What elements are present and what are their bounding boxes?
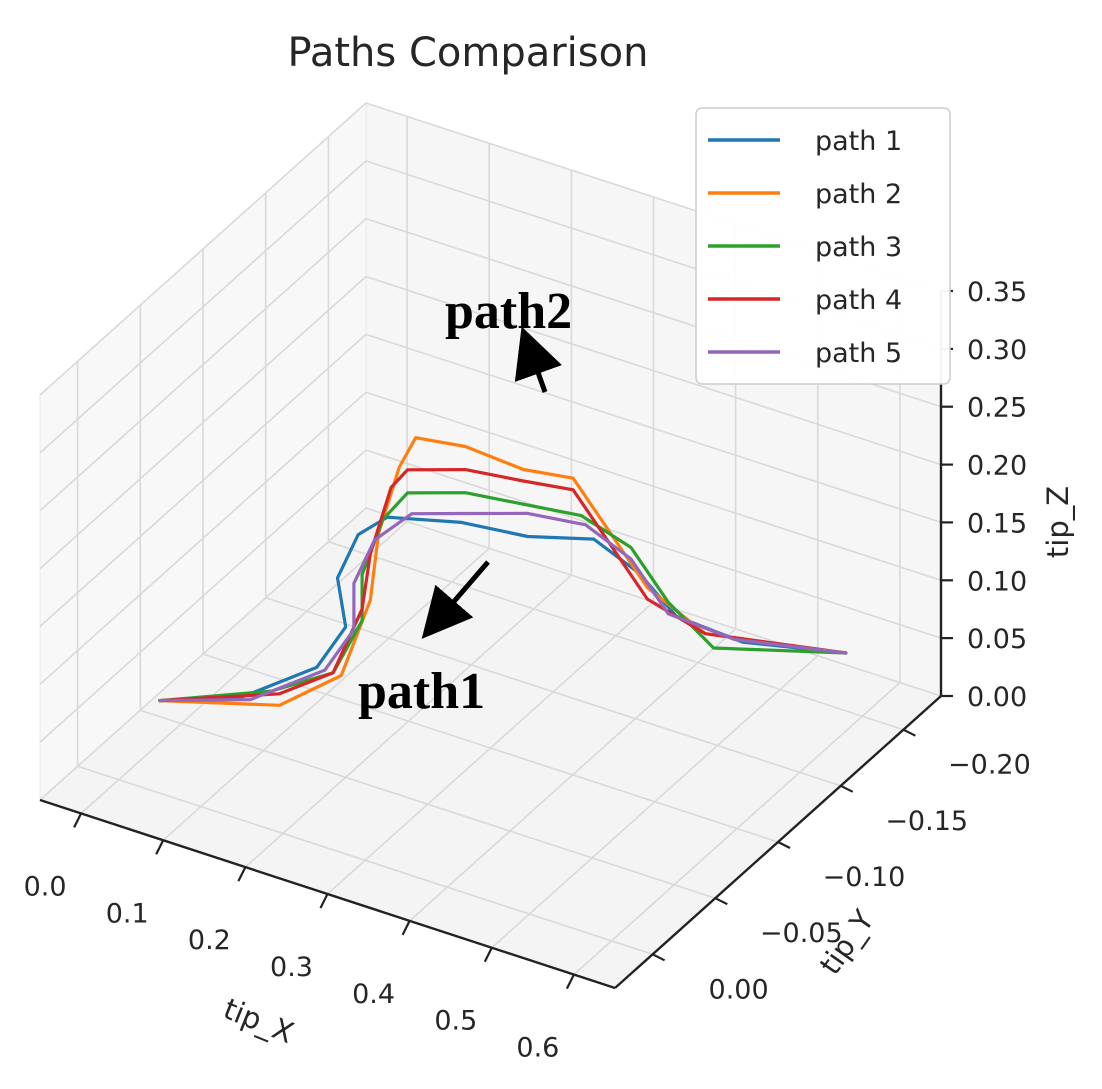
legend-label: path 4 <box>815 285 902 316</box>
grid-line-y-floor <box>140 709 716 899</box>
legend: path 1 path 2 path 3 path 4 path 5 <box>695 107 951 385</box>
tick-labels: 0.0 0.1 0.2 0.3 0.4 0.5 0.6 0.00 −0.05 −0.10 −0.15… <box>24 277 1031 1064</box>
legend-label: path 5 <box>815 338 902 369</box>
series-path-2-line <box>158 436 848 707</box>
chart-title: Paths Comparison <box>288 30 649 76</box>
grid-line-z-left <box>39 449 367 743</box>
series-path-4-line <box>158 468 848 703</box>
grid-line-z-back <box>365 333 942 524</box>
z-tick-label: 0.05 <box>967 624 1027 655</box>
z-axis-label: tip_Z <box>1041 486 1075 558</box>
x-tick-label: 0.6 <box>516 1033 559 1064</box>
z-tick-label: 0.35 <box>967 277 1027 308</box>
x-tick-label: 0.4 <box>352 979 395 1010</box>
x-tick-mark <box>565 974 575 990</box>
x-tick-label: 0.5 <box>434 1006 477 1037</box>
grid-line-z-left <box>39 333 367 627</box>
x-tick-mark <box>319 893 329 909</box>
grid-line-z-left <box>39 102 367 396</box>
z-tick-label: 0.15 <box>967 508 1027 539</box>
z-tick-label: 0.20 <box>967 451 1027 482</box>
y-tick-label: −0.10 <box>823 862 906 893</box>
y-tick-mark <box>840 784 854 793</box>
x-tick-label: 0.2 <box>188 925 231 956</box>
x-tick-label: 0.3 <box>270 952 313 983</box>
annotation-arrow-path2 <box>514 326 562 393</box>
series-path-5-line <box>158 511 848 703</box>
grid-line-y-floor <box>328 540 904 731</box>
x-tick-mark <box>73 812 83 828</box>
grid-line-z-left <box>39 507 367 801</box>
y-tick-mark <box>714 897 728 906</box>
series-path-1-line <box>158 515 848 703</box>
annotation-path2: path2 <box>445 283 572 393</box>
z-tick-label: 0.10 <box>967 566 1027 597</box>
x-tick-label: 0.0 <box>24 871 67 902</box>
y-tick-label: 0.00 <box>709 974 769 1005</box>
annotation-label-path1: path1 <box>358 663 485 720</box>
y-tick-mark <box>777 841 791 849</box>
x-tick-mark <box>155 839 165 855</box>
grid-line-z-back <box>365 391 942 582</box>
legend-label: path 1 <box>815 126 902 157</box>
x-tick-mark <box>483 947 493 963</box>
annotation-path1: path1 <box>358 560 490 720</box>
y-tick-mark <box>652 953 666 962</box>
legend-box <box>695 107 951 385</box>
z-tick-label: 0.30 <box>967 335 1027 366</box>
axis-lines <box>39 289 953 990</box>
grid-line-z-left <box>39 276 367 570</box>
grid-line-z-left <box>39 391 367 685</box>
z-tick-label: 0.25 <box>967 393 1027 424</box>
z-tick-label: 0.00 <box>967 682 1027 713</box>
series-layer <box>158 436 848 707</box>
annotation-arrow-path1 <box>421 560 490 639</box>
x-tick-mark <box>401 920 411 936</box>
annotation-label-path2: path2 <box>445 283 572 340</box>
legend-label: path 2 <box>815 179 902 210</box>
grid-line-y-floor <box>265 597 841 787</box>
grid-line-z-back <box>365 449 942 639</box>
grid-line-z-back <box>365 275 942 466</box>
y-tick-label: −0.05 <box>760 918 843 949</box>
grid-line-z-left <box>39 160 367 454</box>
y-tick-mark <box>902 728 916 737</box>
grid-lines <box>39 102 942 976</box>
x-tick-mark <box>237 866 247 882</box>
x-axis-label: tip_X <box>219 991 299 1050</box>
grid-line-z-left <box>39 218 367 512</box>
x-tick-label: 0.1 <box>106 898 149 929</box>
legend-label: path 3 <box>815 232 902 263</box>
y-tick-label: −0.15 <box>885 806 968 837</box>
y-tick-label: −0.20 <box>948 750 1031 781</box>
grid-line-y-floor <box>77 765 653 956</box>
